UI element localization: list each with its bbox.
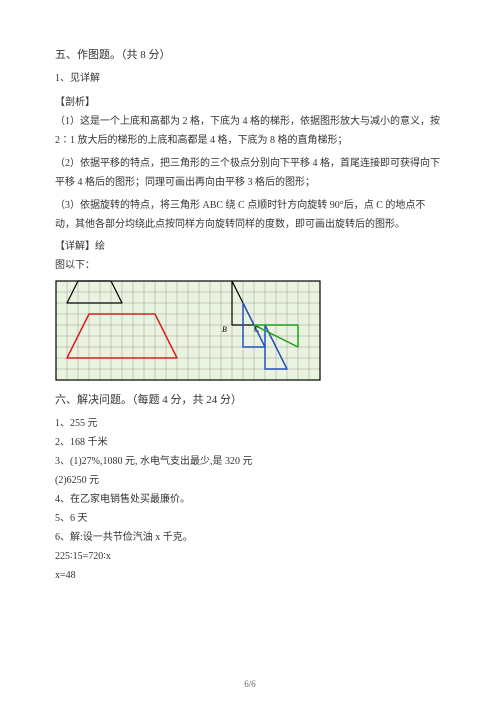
page-number: 6/6	[0, 679, 500, 689]
grid-diagram-container: A B C	[55, 280, 445, 381]
section6-line: (2)6250 元	[55, 472, 445, 489]
section6-line: 1、255 元	[55, 415, 445, 432]
svg-text:A: A	[233, 280, 239, 281]
detail-text: 图以下：	[55, 257, 445, 274]
section6-line: 6、解:设一共节俭汽油 x 千克。	[55, 529, 445, 546]
svg-text:B: B	[222, 325, 227, 334]
grid-diagram: A B C	[55, 280, 321, 381]
section6-line: 2、168 千米	[55, 434, 445, 451]
section6-line: 5、6 天	[55, 510, 445, 527]
section5-item1: 1、见详解	[55, 70, 445, 87]
section6-line: x=48	[55, 567, 445, 584]
section5-para2: （2）依据平移的特点，把三角形的三个极点分别向下平移 4 格，首尾连接即可获得向…	[55, 154, 445, 192]
section5-title: 五、作图题。（共 8 分）	[55, 46, 445, 62]
section6-line: 3、(1)27%,1080 元, 水电气支出最少,是 320 元	[55, 453, 445, 470]
section6-title: 六、解决问题。（每题 4 分，共 24 分）	[55, 391, 445, 407]
section6-line: 4、在乙家电销售处买最廉价。	[55, 491, 445, 508]
section6-line: 225∶15=720∶x	[55, 548, 445, 565]
analysis-label: 【剖析】	[55, 93, 445, 108]
section5-para3: （3）依据旋转的特点，将三角形 ABC 绕 C 点顺时针方向旋转 90°后，点 …	[55, 196, 445, 234]
section5-para1: （1）这是一个上底和高都为 2 格，下底为 4 格的梯形，依据图形放大与减小的意…	[55, 112, 445, 150]
detail-label: 【详解】绘	[55, 238, 445, 255]
svg-text:C: C	[254, 325, 260, 334]
